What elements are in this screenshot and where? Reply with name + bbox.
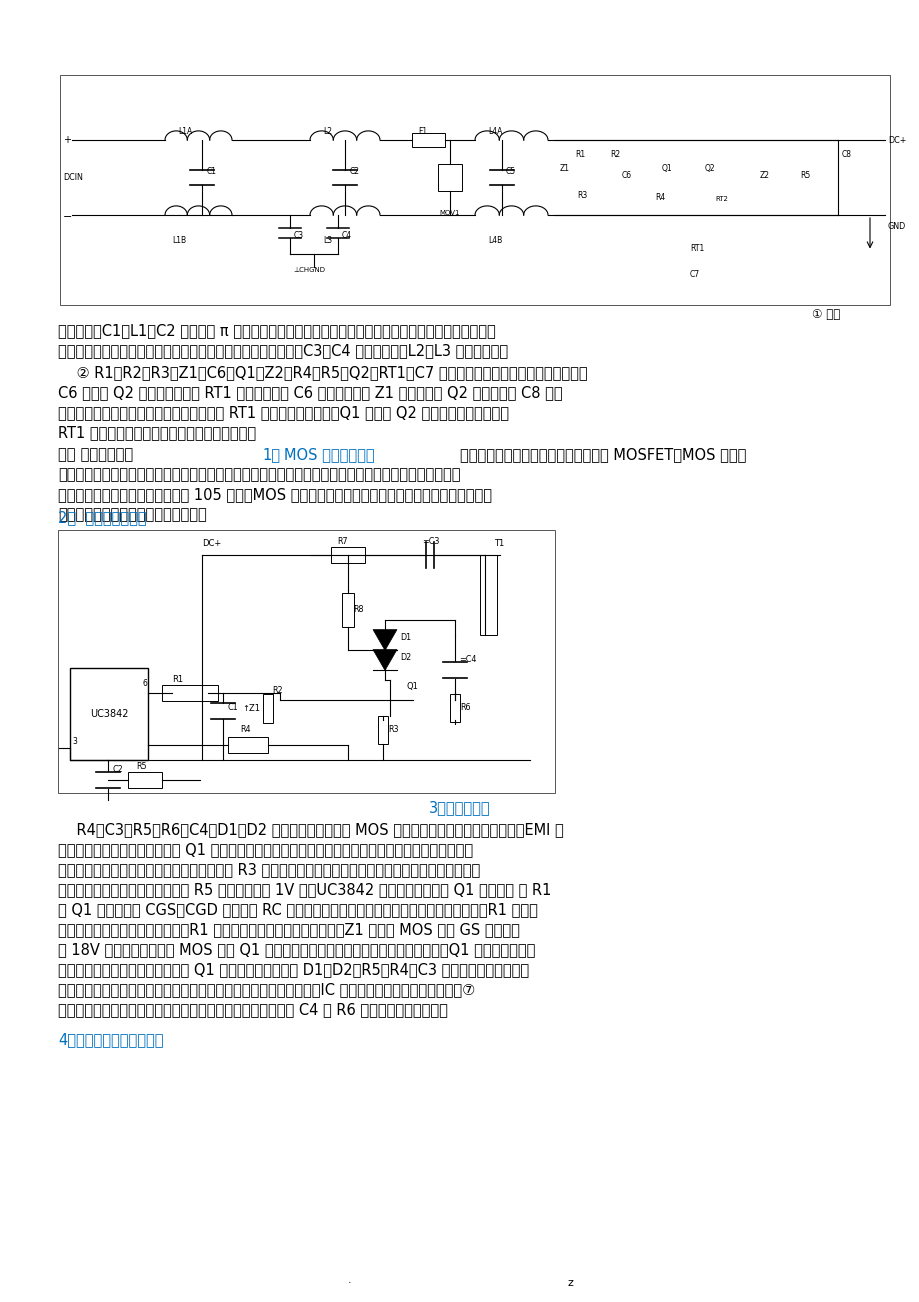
Bar [70, 668, 148, 760]
Text: 2、  常见的原理图：: 2、 常见的原理图： [58, 510, 146, 525]
Text: ⊥CHGND: ⊥CHGND [293, 267, 325, 273]
Text: GND: GND [887, 221, 905, 230]
Text: D2: D2 [400, 652, 411, 661]
Text: R6: R6 [460, 703, 471, 712]
Text: UC3842: UC3842 [90, 710, 128, 719]
Text: 4、推挺式功率变换电路：: 4、推挺式功率变换电路： [58, 1032, 164, 1047]
Text: L1A: L1A [177, 128, 192, 135]
Text: R2: R2 [272, 686, 282, 695]
Text: 1、: 1、 [262, 447, 279, 462]
Text: 3: 3 [73, 737, 77, 746]
Text: 或后级电路短路现象，在起机的瞬间电流在 RT1 上产生的压降增大，Q1 导通使 Q2 没有尵极电压不导通，: 或后级电路短路现象，在起机的瞬间电流在 RT1 上产生的压降增大，Q1 导通使 … [58, 405, 508, 421]
Text: +: + [62, 135, 71, 145]
Text: C2: C2 [112, 766, 123, 775]
Text: 三、 功率变换电路: 三、 功率变换电路 [58, 447, 138, 462]
Text: Z2: Z2 [759, 171, 769, 180]
Text: 少，不发生二次击穿。在开关管 Q1 关断时，变压器的原边线圈易产生尖峰电压和尖峰电流，这些元件组: 少，不发生二次击穿。在开关管 Q1 关断时，变压器的原边线圈易产生尖峰电压和尖峰… [58, 842, 472, 857]
Bar [378, 716, 388, 745]
Text: 是利用半导体外表的电声效应进展工作的。也称为外表场效应器件。由于它的尵极处于不导电状态，所以: 是利用半导体外表的电声效应进展工作的。也称为外表场效应器件。由于它的尵极处于不导… [58, 467, 460, 482]
Text: MOV1: MOV1 [438, 210, 459, 216]
Text: RT1: RT1 [689, 243, 703, 253]
Text: DCIN: DCIN [62, 173, 83, 182]
Text: L2: L2 [323, 128, 332, 135]
Text: R5: R5 [800, 171, 810, 180]
Text: T1: T1 [494, 539, 504, 548]
Text: 脚锥形波占空比的大小，从而稳定了整机的输出电流和电压。 C4 和 R6 为尖峰电压吸收回路。: 脚锥形波占空比的大小，从而稳定了整机的输出电流和电压。 C4 和 R6 为尖峰电… [58, 1001, 448, 1017]
Text: R4: R4 [241, 725, 251, 734]
Text: Q2: Q2 [704, 164, 715, 173]
Text: R8: R8 [353, 605, 363, 615]
Text: C1: C1 [207, 167, 216, 176]
Text: R3: R3 [576, 190, 586, 199]
Text: R3: R3 [388, 725, 399, 734]
Text: C6: C6 [621, 171, 631, 180]
Text: Q1: Q1 [662, 164, 672, 173]
Bar [228, 737, 268, 753]
Text: 易引起振荡，电磁干扰也会很大；R1 过大，会降低开关管的开关速度。Z1 通常将 MOS 管的 GS 电压限制: 易引起振荡，电磁干扰也会很大；R1 过大，会降低开关管的开关速度。Z1 通常将 … [58, 922, 519, 937]
Text: 合在一起，能很好地吸收尖峰电压和电流。从 R3 测得的电流峰值信号参与当前工作周波的占空比控制，因: 合在一起，能很好地吸收尖峰电压和电流。从 R3 测得的电流峰值信号参与当前工作周… [58, 862, 480, 878]
Bar [129, 772, 162, 788]
Bar [60, 76, 889, 305]
Text: 变压器所储存的能量也就越多；当 Q1 截止时，变压器通过 D1、D2、R5、R4、C3 释放能量，同时也到达: 变压器所储存的能量也就越多；当 Q1 截止时，变压器通过 D1、D2、R5、R4… [58, 962, 528, 976]
Text: −: − [62, 211, 73, 221]
Text: RT2: RT2 [714, 195, 727, 202]
Text: =C3: =C3 [422, 538, 439, 547]
Bar [263, 694, 272, 723]
Text: RT1 将会在很短的时间烧毁，以保护后级电路。: RT1 将会在很短的时间烧毁，以保护后级电路。 [58, 424, 255, 440]
Text: L4B: L4B [487, 236, 502, 245]
Bar [331, 547, 364, 562]
Text: 和 Q1 中的结电容 CGS、CGD 一起组成 RC 网络，电容的充放电直接影响着开关管的开关速度。R1 过小，: 和 Q1 中的结电容 CGS、CGD 一起组成 RC 网络，电容的充放电直接影响… [58, 902, 538, 917]
Bar [342, 594, 353, 628]
Text: C3: C3 [293, 230, 303, 240]
Polygon shape [372, 650, 397, 671]
Text: 了磁场复位的目的，为变压器的下一次存储、传递能量做好了准备。IC 根据输出电压和电流时刻调整着⑦: 了磁场复位的目的，为变压器的下一次存储、传递能量做好了准备。IC 根据输出电压和… [58, 982, 475, 997]
Text: 对电源干扰，同时也防止电源本身产生的高频杂波对电网干扰。C3、C4 为安规电容，L2、L3 为差模电感。: 对电源干扰，同时也防止电源本身产生的高频杂波对电网干扰。C3、C4 为安规电容，… [58, 342, 507, 358]
Text: ↑Z1: ↑Z1 [242, 704, 260, 713]
Text: C1: C1 [227, 703, 238, 712]
Text: R1: R1 [172, 676, 183, 685]
Text: L4A: L4A [487, 128, 502, 135]
Bar [162, 685, 218, 700]
Text: 荷的多少，从而控制漏极电流的大小。: 荷的多少，从而控制漏极电流的大小。 [58, 506, 207, 522]
Text: 输入电阵可以大大提高，最高可达 105 欧姆，MOS 管是利用尵源电压的大小，来改变半导体外表感生电: 输入电阵可以大大提高，最高可达 105 欧姆，MOS 管是利用尵源电压的大小，来… [58, 487, 492, 503]
Text: C5: C5 [505, 167, 516, 176]
Text: z: z [567, 1279, 573, 1288]
Text: 6: 6 [142, 680, 148, 689]
Bar [437, 164, 461, 190]
Text: DC+: DC+ [887, 137, 905, 145]
Text: R4、C3、R5、R6、C4、D1、D2 组成缓冲器，和开关 MOS 管并接，使开关管电压应力减少，EMI 减: R4、C3、R5、R6、C4、D1、D2 组成缓冲器，和开关 MOS 管并接，使… [58, 822, 563, 837]
Text: L3: L3 [323, 236, 332, 245]
Text: 此是当前工作周波的电流限制。当 R5 上的电压到达 1V 时，UC3842 停顿工作，开关管 Q1 立即关断 。 R1: 此是当前工作周波的电流限制。当 R5 上的电压到达 1V 时，UC3842 停顿… [58, 881, 550, 897]
Text: C2: C2 [349, 167, 359, 176]
Text: ② R1、R2、R3、Z1、C6、Q1、Z2、R4、R5、Q2、RT1、C7 组成抗浪涌电路。在起机的瞬间，由于: ② R1、R2、R3、Z1、C6、Q1、Z2、R4、R5、Q2、RT1、C7 组… [58, 365, 587, 380]
Text: C7: C7 [689, 270, 699, 279]
Bar [480, 555, 496, 635]
Text: C6 的存在 Q2 不导通，电流经 RT1 构成回路。当 C6 上的电压充至 Z1 的稳压值时 Q2 导通。如果 C8 漏电: C6 的存在 Q2 不导通，电流经 RT1 构成回路。当 C6 上的电压充至 Z… [58, 385, 562, 400]
Text: ·: · [347, 1279, 351, 1288]
Text: C4: C4 [341, 230, 351, 240]
Text: MOS 管的工作原理: MOS 管的工作原理 [284, 447, 374, 462]
Bar [412, 134, 445, 147]
Bar [449, 694, 460, 723]
Text: ① 输入: ① 输入 [811, 309, 839, 322]
Text: C8: C8 [841, 151, 851, 159]
Text: 3、工作原理：: 3、工作原理： [429, 799, 490, 815]
Text: 滤波电路：C1、L1、C2 组成的双 π 型滤波网络主要是对输入电源的电磁噪声及杂波信号进展抑制，防止: 滤波电路：C1、L1、C2 组成的双 π 型滤波网络主要是对输入电源的电磁噪声及… [58, 323, 495, 339]
Polygon shape [372, 630, 397, 651]
Text: 在 18V 以下，从而保护了 MOS 管。 Q1 的尵极受控电压为锥形波，当其占空比越大时，Q1 导通时间越长，: 在 18V 以下，从而保护了 MOS 管。 Q1 的尵极受控电压为锥形波，当其占… [58, 941, 535, 957]
Text: R5: R5 [136, 763, 146, 772]
Text: Q1: Q1 [406, 682, 418, 691]
Bar [58, 530, 554, 793]
Text: R4: R4 [654, 193, 664, 202]
Text: R7: R7 [336, 538, 347, 547]
Text: F1: F1 [417, 128, 426, 135]
Text: DC+: DC+ [202, 539, 221, 548]
Text: Z1: Z1 [560, 164, 570, 173]
Text: L1B: L1B [172, 236, 186, 245]
Text: R2: R2 [609, 151, 619, 159]
Text: ：目前应用最广泛的绵缘尵场效应管是 MOSFET［MOS 管］，: ：目前应用最广泛的绵缘尵场效应管是 MOSFET［MOS 管］， [460, 447, 745, 462]
Text: D1: D1 [400, 633, 411, 642]
Text: =C4: =C4 [460, 655, 476, 664]
Text: R1: R1 [574, 151, 584, 159]
